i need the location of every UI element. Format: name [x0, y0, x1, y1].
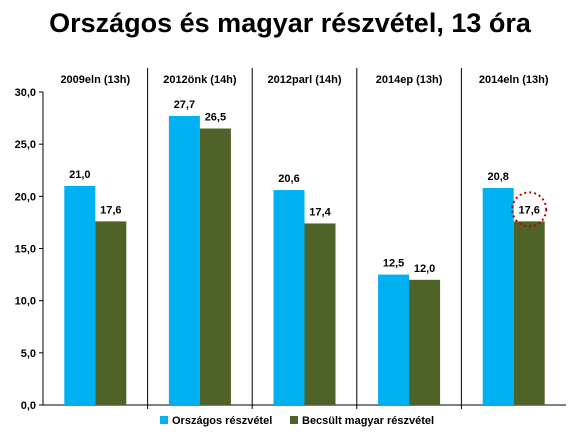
legend-swatch-magyar — [290, 416, 298, 424]
category-label: 2014ep (13h) — [376, 74, 443, 86]
data-label: 26,5 — [205, 112, 226, 124]
bar-magyar — [513, 221, 545, 405]
bar-orszagos — [168, 115, 200, 405]
data-label: 27,7 — [174, 99, 195, 111]
bar-magyar — [95, 221, 127, 405]
category-label: 2012önk (14h) — [163, 74, 237, 86]
bar-orszagos — [64, 185, 96, 405]
y-tick-label: 10,0 — [15, 296, 36, 308]
y-tick-label: 15,0 — [15, 244, 36, 256]
bar-magyar — [304, 223, 336, 405]
data-label: 12,0 — [414, 263, 435, 275]
data-label: 21,0 — [69, 169, 90, 181]
category-label: 2012parl (14h) — [268, 74, 342, 86]
bar-orszagos — [378, 274, 410, 405]
data-label: 20,8 — [487, 171, 508, 183]
category-label: 2014eln (13h) — [479, 74, 549, 86]
legend-swatch-orszagos — [160, 416, 168, 424]
highlight-circle — [511, 191, 548, 228]
bar-magyar — [199, 128, 231, 405]
data-label: 17,6 — [100, 204, 121, 216]
y-tick-label: 25,0 — [15, 139, 36, 151]
data-label: 17,6 — [518, 204, 539, 216]
y-tick-label: 5,0 — [21, 348, 36, 360]
bar-orszagos — [273, 190, 305, 405]
bar-orszagos — [482, 187, 514, 405]
data-label: 12,5 — [383, 258, 404, 270]
bar-magyar — [409, 279, 441, 405]
legend-label-magyar: Becsült magyar részvétel — [302, 415, 434, 427]
chart-title: Országos és magyar részvétel, 13 óra — [49, 8, 531, 38]
y-tick-label: 30,0 — [15, 87, 36, 99]
category-label: 2009eln (13h) — [60, 74, 130, 86]
data-label: 17,4 — [309, 206, 331, 218]
data-label: 20,6 — [278, 173, 299, 185]
y-tick-label: 20,0 — [15, 191, 36, 203]
y-tick-label: 0,0 — [21, 400, 36, 412]
legend-label-orszagos: Országos részvétel — [172, 415, 272, 427]
